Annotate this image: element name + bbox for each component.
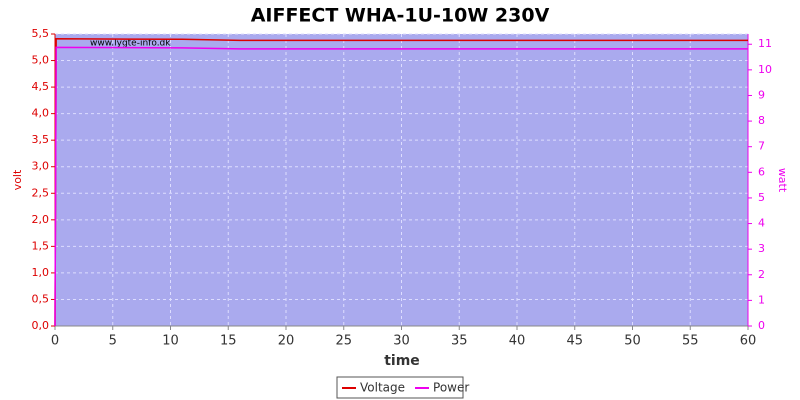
x-tick-label: 45	[566, 334, 583, 349]
x-tick-label: 60	[740, 334, 757, 349]
y-tick-label: 4,5	[32, 80, 50, 93]
y2-tick-label: 5	[758, 191, 765, 204]
x-tick-label: 15	[220, 334, 237, 349]
y2-tick-label: 4	[758, 217, 765, 230]
y-tick-label: 3,5	[32, 133, 50, 146]
y2-tick-label: 3	[758, 242, 765, 255]
y2-tick-label: 10	[758, 63, 772, 76]
y2-tick-label: 8	[758, 114, 765, 127]
y-tick-label: 2,0	[32, 213, 50, 226]
watermark: www.lygte-info.dk	[90, 39, 171, 49]
y2-tick-label: 2	[758, 268, 765, 281]
y-tick-label: 3,0	[32, 160, 50, 173]
y-tick-label: 5,5	[32, 27, 50, 40]
y-axis-label: volt	[11, 169, 24, 190]
x-tick-label: 5	[109, 334, 117, 349]
x-tick-label: 40	[509, 334, 526, 349]
y-tick-label: 0,0	[32, 319, 50, 332]
y2-tick-label: 9	[758, 88, 765, 101]
y2-tick-label: 1	[758, 293, 765, 306]
series-line	[54, 46, 748, 327]
x-tick-label: 35	[451, 334, 468, 349]
y2-tick-label: 6	[758, 165, 765, 178]
chart-title: AIFFECT WHA-1U-10W 230V	[251, 5, 550, 27]
y-tick-label: 4,0	[32, 107, 50, 120]
x-tick-label: 20	[278, 334, 295, 349]
y2-tick-label: 7	[758, 140, 765, 153]
y-tick-label: 5,0	[32, 54, 50, 67]
legend-box	[336, 376, 464, 399]
y-tick-label: 1,0	[32, 266, 50, 279]
y2-tick-label: 11	[758, 37, 772, 50]
y-tick-label: 2,5	[32, 186, 50, 199]
x-axis-label: time	[384, 353, 420, 369]
x-tick-label: 50	[624, 334, 641, 349]
legend-label: Power	[433, 381, 469, 395]
x-tick-label: 0	[51, 334, 59, 349]
legend-label: Voltage	[360, 381, 405, 395]
y2-tick-label: 0	[758, 319, 765, 332]
y-tick-label: 1,5	[32, 239, 50, 252]
x-tick-label: 55	[682, 334, 699, 349]
x-tick-label: 30	[393, 334, 410, 349]
x-tick-label: 25	[335, 334, 352, 349]
x-tick-label: 10	[162, 334, 179, 349]
y-tick-label: 0,5	[32, 292, 50, 305]
y2-axis-label: watt	[776, 168, 789, 193]
